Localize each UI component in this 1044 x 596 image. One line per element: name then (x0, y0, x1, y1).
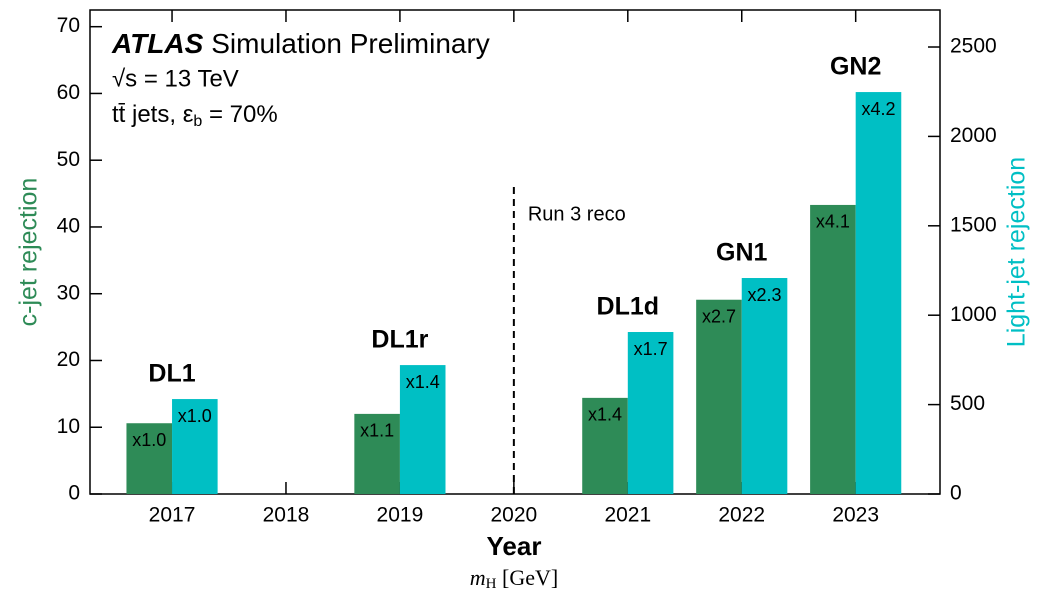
y-tick-label: 0 (68, 482, 80, 505)
bar-label: x1.0 (132, 430, 166, 450)
y-tick-label: 10 (57, 415, 80, 438)
bar (354, 413, 400, 494)
y-tick-label: 20 (57, 348, 80, 371)
chart-title: ATLAS Simulation Preliminary (111, 28, 490, 59)
bar-label: x1.1 (360, 421, 394, 441)
status: Simulation Preliminary (211, 28, 490, 59)
bar-label: x4.1 (816, 212, 850, 232)
y-tick-label: 60 (57, 81, 80, 104)
x-tick-label: 2019 (377, 504, 424, 527)
bar (696, 299, 742, 494)
bar (810, 204, 856, 494)
sample: tt̄ jets, εb = 70% (112, 101, 278, 130)
y2-tick-label: 1000 (950, 303, 997, 326)
sample-wp: = 70% (202, 101, 277, 128)
x-tick-label: 2022 (718, 504, 765, 527)
bar (582, 397, 628, 494)
x-tick-label: 2017 (149, 504, 196, 527)
bar (855, 92, 902, 494)
y2-tick-label: 0 (950, 482, 962, 505)
sample-sub: b (193, 113, 202, 130)
algorithm-label: GN1 (716, 239, 768, 267)
x-tick-label: 2018 (263, 504, 310, 527)
y-tick-label: 70 (57, 14, 80, 37)
y-axis-label: c-jet rejection (15, 178, 43, 327)
y2-tick-label: 2000 (950, 124, 997, 147)
y-tick-label: 30 (57, 281, 80, 304)
bar-label: x1.4 (588, 405, 622, 425)
bar (399, 365, 446, 494)
algorithm-label: DL1d (597, 293, 660, 321)
y-tick-label: 50 (57, 148, 80, 171)
sample-text: tt̄ jets, ε (112, 101, 194, 128)
footnote-symbol: m (470, 565, 486, 590)
y2-tick-label: 1500 (950, 213, 997, 236)
x-tick-label: 2020 (491, 504, 538, 527)
bar (126, 423, 173, 494)
x-tick-label: 2023 (832, 504, 879, 527)
bar (741, 278, 788, 494)
y2-tick-label: 500 (950, 392, 985, 415)
divider-label: Run 3 reco (528, 203, 626, 225)
bar-label: x1.7 (634, 339, 668, 359)
bar (172, 399, 218, 494)
y2-tick-label: 2500 (950, 35, 997, 58)
bar-label: x2.7 (702, 306, 736, 326)
bar-label: x1.0 (178, 406, 212, 426)
footnote-unit: [GeV] (497, 565, 559, 590)
bar (627, 332, 674, 494)
y-tick-label: 40 (57, 215, 80, 238)
x-tick-label: 2021 (604, 504, 651, 527)
algorithm-label: DL1r (371, 326, 428, 354)
footnote: mH [GeV] (470, 565, 558, 592)
algorithm-label: DL1 (148, 360, 195, 388)
bar-label: x4.2 (861, 99, 895, 119)
energy: √s = 13 TeV (112, 65, 239, 92)
algorithm-label: GN2 (830, 53, 881, 81)
footnote-sub: H (486, 576, 497, 592)
bar-label: x1.4 (406, 372, 440, 392)
x-axis-label: Year (487, 531, 542, 561)
experiment: ATLAS (111, 28, 204, 59)
y2-axis-label: Light-jet rejection (1003, 157, 1031, 347)
bar-label: x2.3 (748, 285, 782, 305)
plot-frame (89, 9, 941, 495)
